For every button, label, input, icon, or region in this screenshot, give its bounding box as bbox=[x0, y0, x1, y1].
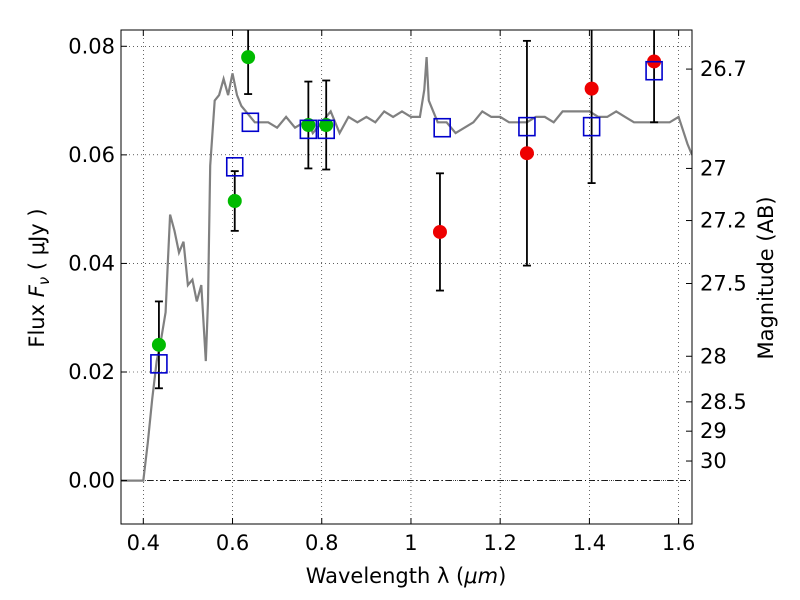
model-square bbox=[582, 116, 601, 137]
y2-tick-label: 28.5 bbox=[700, 390, 747, 414]
model-square bbox=[225, 157, 244, 177]
y-tick-label: 0.02 bbox=[68, 360, 115, 384]
x-tick-label: 0.8 bbox=[305, 531, 338, 555]
green-point bbox=[319, 118, 334, 132]
plot-content bbox=[121, 30, 692, 482]
grid bbox=[121, 30, 692, 524]
y-tick-label: 0.08 bbox=[68, 34, 115, 58]
plot-frame bbox=[120, 29, 693, 525]
y-axis-label: Flux Fν ( μJy ) bbox=[25, 208, 53, 347]
x-tick-label: 1.4 bbox=[573, 531, 606, 555]
red-point bbox=[432, 224, 447, 239]
green-point bbox=[227, 194, 242, 208]
red-point bbox=[519, 146, 534, 161]
green-points bbox=[151, 50, 334, 352]
x-tick-label: 0.6 bbox=[216, 531, 249, 555]
y2-tick-label: 27.2 bbox=[700, 209, 747, 233]
y2-tick-label: 27.5 bbox=[700, 272, 747, 296]
y-tick-label: 0.06 bbox=[68, 143, 115, 167]
x-tick-label: 1 bbox=[404, 531, 417, 555]
model-square bbox=[299, 119, 318, 140]
x-tick-label: 1.6 bbox=[662, 531, 695, 555]
x-axis-ticks: 0.4 0.6 0.8 1 1.2 1.4 1.6 bbox=[127, 30, 695, 555]
x-axis-label: Wavelength λ (μm) bbox=[306, 564, 507, 588]
model-squares bbox=[150, 60, 663, 374]
model-square bbox=[241, 112, 260, 133]
model-square bbox=[433, 117, 451, 138]
y2-tick-label: 26.7 bbox=[700, 57, 747, 81]
model-square bbox=[645, 60, 663, 81]
red-points bbox=[432, 54, 662, 239]
errorbars bbox=[154, 30, 659, 390]
red-point bbox=[584, 81, 599, 96]
y2-tick-label: 29 bbox=[700, 419, 727, 443]
y2-tick-label: 27 bbox=[700, 156, 727, 180]
model-square bbox=[150, 354, 168, 374]
x-tick-label: 1.2 bbox=[483, 531, 516, 555]
y2-tick-label: 30 bbox=[700, 449, 727, 473]
y-axis-ticks: 0.00 0.02 0.04 0.06 0.08 bbox=[68, 34, 127, 493]
y-tick-label: 0.00 bbox=[68, 469, 115, 493]
model-square bbox=[317, 119, 336, 140]
y2-axis-label: Magnitude (AB) bbox=[754, 196, 778, 359]
green-point bbox=[241, 50, 256, 65]
spectrum-line bbox=[121, 57, 692, 482]
green-point bbox=[151, 337, 166, 352]
green-point bbox=[301, 118, 316, 132]
model-square bbox=[518, 116, 536, 137]
y2-axis-ticks: 26.7 27 27.2 27.5 28 28.5 29 30 bbox=[686, 57, 747, 473]
y2-tick-label: 28 bbox=[700, 344, 727, 368]
y-tick-label: 0.04 bbox=[68, 251, 115, 275]
x-tick-label: 0.4 bbox=[127, 531, 160, 555]
